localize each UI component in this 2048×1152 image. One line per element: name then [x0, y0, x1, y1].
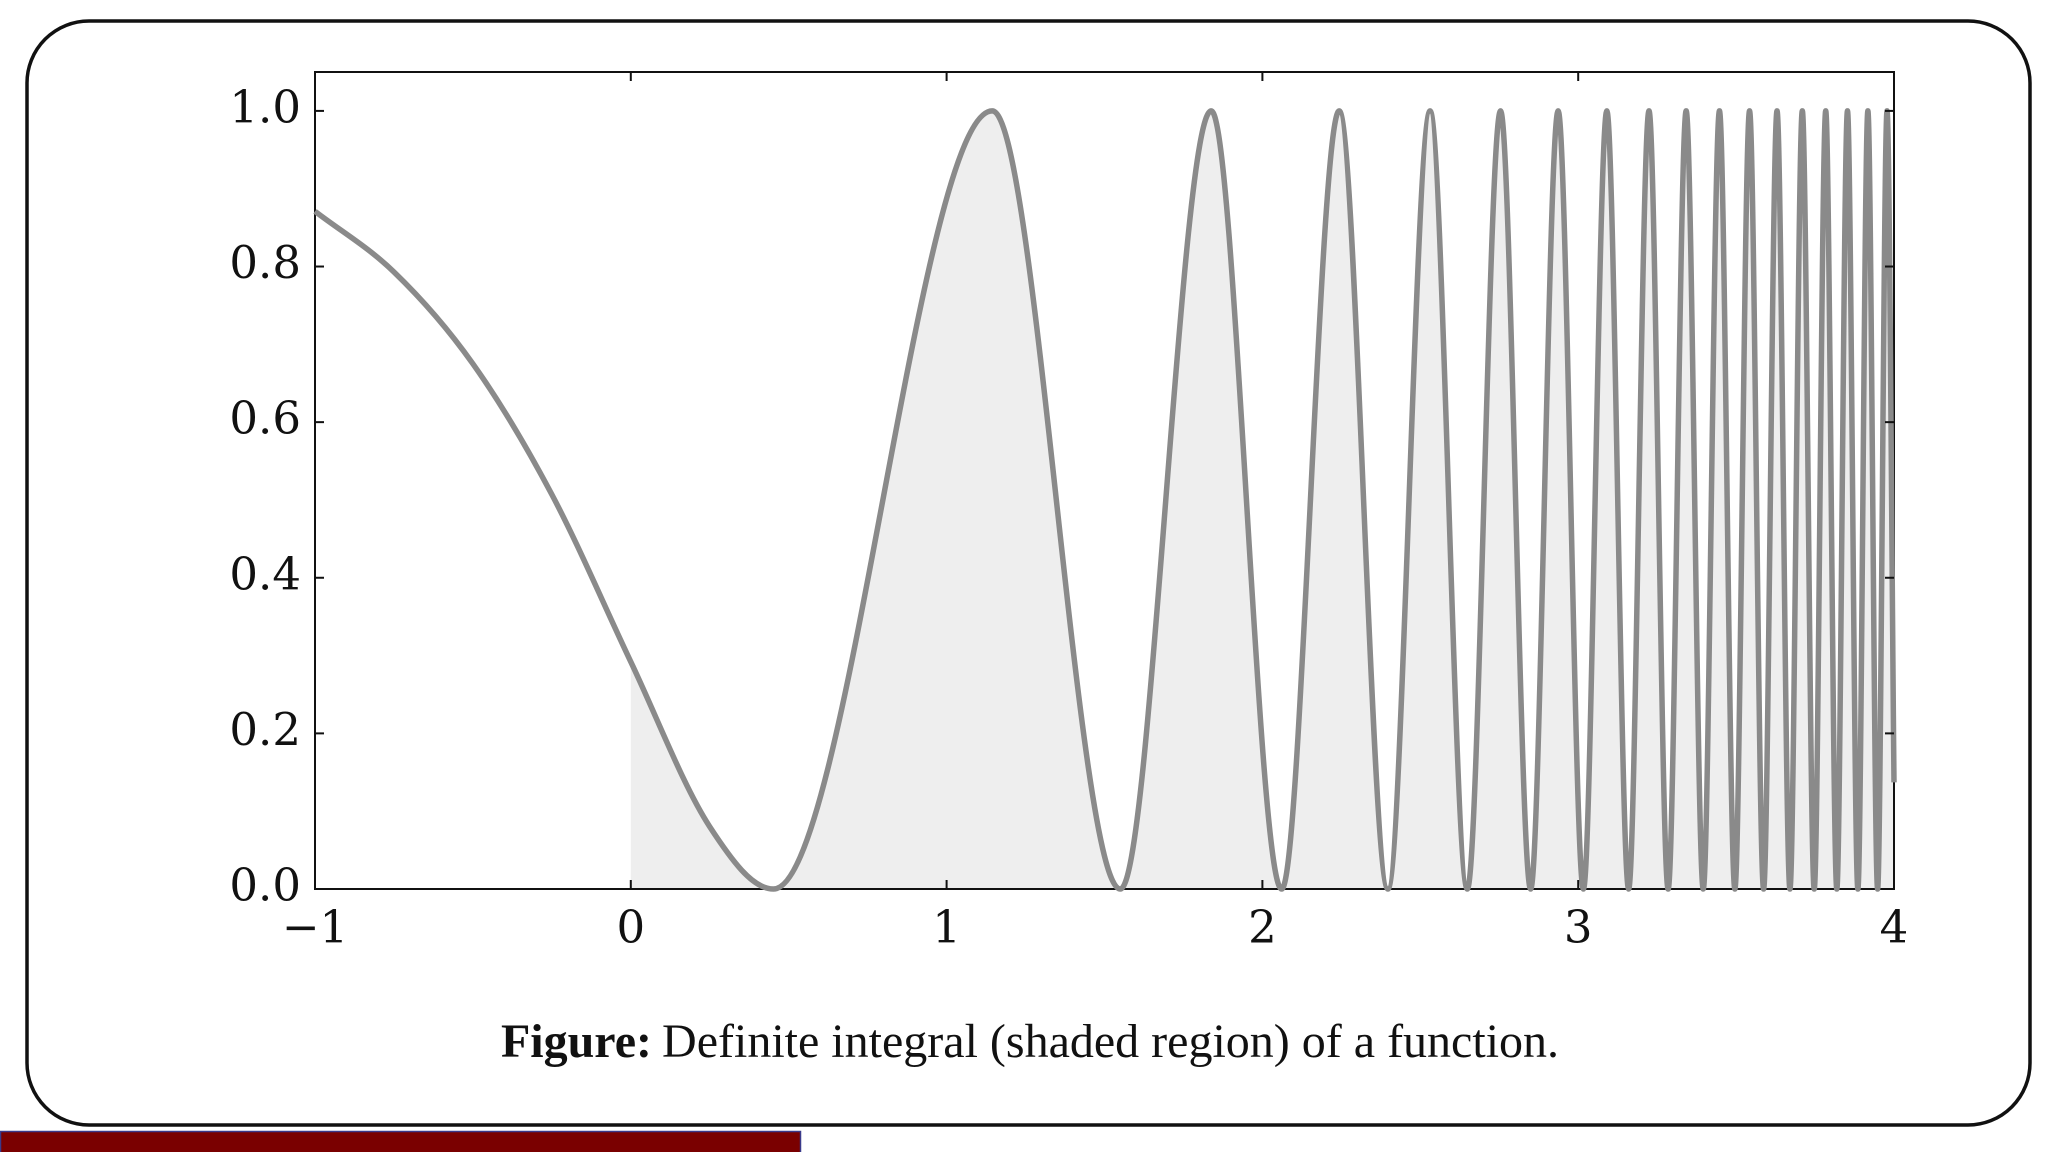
caption-label: Figure: — [501, 1015, 652, 1068]
x-tick-label: 0 — [616, 901, 645, 954]
y-tick-label: 0.0 — [229, 859, 301, 912]
caption-text: Definite integral (shaded region) of a f… — [662, 1015, 1559, 1068]
function-curve — [313, 108, 1897, 892]
x-tick-label: 4 — [1880, 901, 1909, 954]
x-tick-label: 3 — [1564, 901, 1593, 954]
footer-bar — [0, 1130, 802, 1152]
shaded-area — [630, 110, 1894, 889]
y-tick-label: 0.8 — [229, 236, 301, 289]
caption: Figure: Definite integral (shaded region)… — [501, 1015, 1559, 1068]
y-tick-label: 0.4 — [229, 547, 301, 600]
y-tick-label: 0.6 — [229, 392, 301, 445]
y-tick-label: 0.2 — [229, 703, 301, 756]
x-tick-label: −1 — [282, 901, 348, 954]
plot: 0.0 0.2 0.4 0.6 0.8 1.0 −1 0 1 2 3 4 — [229, 71, 1909, 954]
y-tick-label: 1.0 — [229, 80, 301, 133]
x-tick-label: 2 — [1248, 901, 1277, 954]
x-tick-label: 1 — [932, 901, 961, 954]
